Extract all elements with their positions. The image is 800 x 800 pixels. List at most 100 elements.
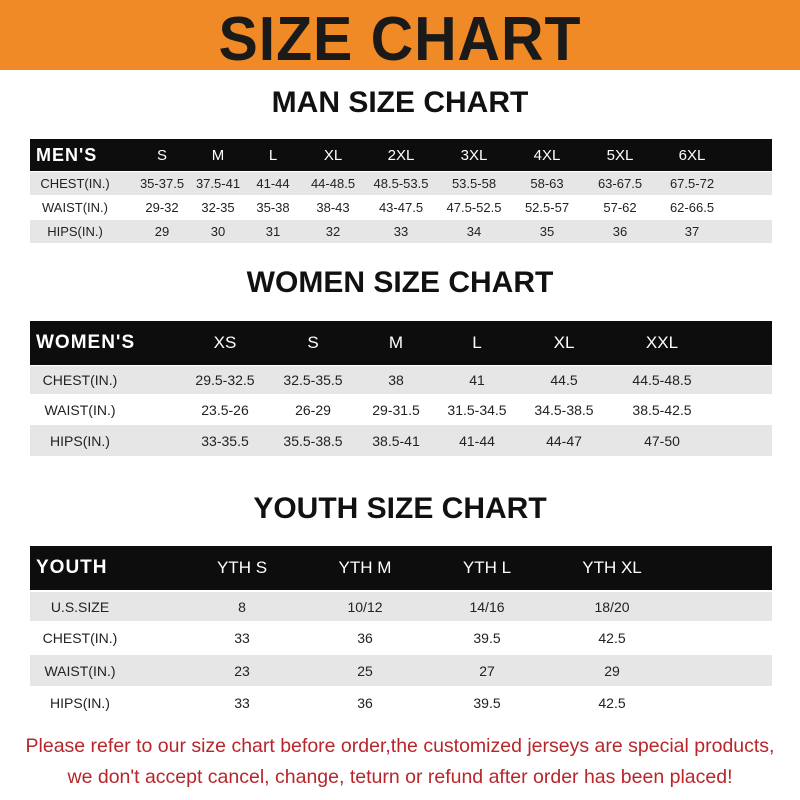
size-header: L	[268, 146, 278, 164]
measurement-cell: 23.5-26	[201, 401, 249, 418]
size-header: 2XL	[387, 146, 415, 164]
measurement-cell: 67.5-72	[669, 176, 715, 191]
measurement-cell: 38.5-42.5	[632, 401, 692, 418]
row-label: CHEST(IN.)	[42, 629, 118, 646]
measurement-cell: 39.5	[473, 694, 501, 711]
banner	[0, 0, 800, 70]
size-header: 4XL	[533, 146, 561, 164]
measurement-cell: 36	[357, 629, 373, 646]
measurement-cell: 23	[234, 662, 250, 679]
size-header: 5XL	[606, 146, 634, 164]
measurement-cell: 44.5	[550, 372, 578, 388]
size-header: YTH M	[338, 558, 392, 577]
men-header-row: MEN'S S M L XL 2XL 3XL 4XL 5XL 6XL	[30, 139, 772, 171]
measurement-cell: 35-37.5	[139, 176, 185, 191]
measurement-cell: 29.5-32.5	[195, 372, 255, 388]
measurement-cell: 53.5-58	[451, 176, 497, 191]
table-row: U.S.SIZE 8 10/12 14/16 18/20	[30, 592, 772, 621]
measurement-cell: 38-43	[316, 200, 350, 215]
measurement-cell: 48.5-53.5	[373, 176, 429, 191]
measurement-cell: 44-48.5	[310, 176, 356, 191]
men-section-title: MAN SIZE CHART	[271, 86, 529, 119]
measurement-cell: 52.5-57	[524, 200, 570, 215]
measurement-cell: 35	[539, 224, 555, 239]
size-header: YTH S	[216, 558, 268, 577]
table-row: CHEST(IN.) 35-37.5 37.5-41 41-44 44-48.5 48.5…	[30, 172, 772, 195]
measurement-cell: 27	[479, 662, 495, 679]
youth-corner-label: YOUTH	[36, 557, 108, 578]
measurement-cell: 63-67.5	[597, 176, 643, 191]
measurement-cell: 29	[154, 224, 170, 239]
women-header-row: WOMEN'S XS S M L XL XXL	[30, 321, 772, 365]
youth-section-title: YOUTH SIZE CHART	[253, 492, 547, 525]
row-label: WAIST(IN.)	[44, 401, 116, 418]
measurement-cell: 33	[234, 694, 250, 711]
row-label: CHEST(IN.)	[40, 176, 110, 191]
table-row: HIPS(IN.) 33 36 39.5 42.5	[30, 687, 772, 718]
measurement-cell: 18/20	[594, 598, 630, 615]
measurement-cell: 41-44	[256, 176, 290, 191]
table-row: CHEST(IN.) 33 36 39.5 42.5	[30, 622, 772, 653]
measurement-cell: 34.5-38.5	[534, 401, 594, 418]
row-label: HIPS(IN.)	[50, 694, 110, 711]
measurement-cell: 35.5-38.5	[283, 432, 343, 449]
size-header: YTH L	[462, 558, 512, 577]
size-header: S	[156, 146, 168, 164]
table-row: HIPS(IN.) 33-35.5 35.5-38.5 38.5-41 41-44 44-…	[30, 425, 772, 456]
measurement-cell: 44.5-48.5	[632, 372, 692, 388]
measurement-cell: 62-66.5	[669, 200, 715, 215]
measurement-cell: 29	[604, 662, 620, 679]
size-header: XS	[213, 333, 237, 352]
measurement-cell: 41	[469, 372, 485, 388]
table-row: CHEST(IN.) 29.5-32.5 32.5-35.5 38 41 44.5 44.5…	[30, 366, 772, 394]
youth-header-row: YOUTH YTH S YTH M YTH L YTH XL	[30, 546, 772, 590]
size-header: 3XL	[460, 146, 488, 164]
table-row: WAIST(IN.) 23.5-26 26-29 29-31.5 31.5-34.5 34…	[30, 394, 772, 425]
measurement-cell: 43-47.5	[378, 200, 424, 215]
measurement-cell: 14/16	[469, 598, 505, 615]
men-corner-label: MEN'S	[36, 144, 98, 165]
measurement-cell: 34	[466, 224, 482, 239]
measurement-cell: 10/12	[347, 598, 383, 615]
measurement-cell: 33	[234, 629, 250, 646]
row-label: HIPS(IN.)	[50, 432, 110, 449]
measurement-cell: 31	[265, 224, 281, 239]
size-header: YTH XL	[582, 558, 642, 577]
row-label: WAIST(IN.)	[42, 200, 108, 215]
table-row: HIPS(IN.) 29 30 31 32 33 34 35 36 37	[30, 220, 772, 243]
measurement-cell: 47.5-52.5	[446, 200, 502, 215]
measurement-cell: 8	[238, 598, 246, 615]
measurement-cell: 37	[684, 224, 700, 239]
size-header: XL	[553, 333, 575, 352]
row-label: U.S.SIZE	[50, 598, 110, 615]
notice-line-2: we don't accept cancel, change, teturn o…	[67, 766, 733, 788]
measurement-cell: 26-29	[295, 401, 331, 418]
measurement-cell: 36	[357, 694, 373, 711]
measurement-cell: 38	[388, 372, 404, 388]
measurement-cell: 41-44	[459, 432, 495, 449]
size-header: 6XL	[678, 146, 706, 164]
measurement-cell: 38.5-41	[372, 432, 420, 449]
row-label: CHEST(IN.)	[42, 372, 118, 388]
measurement-cell: 30	[210, 224, 226, 239]
measurement-cell: 42.5	[598, 629, 626, 646]
measurement-cell: 33	[393, 224, 409, 239]
table-row: WAIST(IN.) 23 25 27 29	[30, 655, 772, 686]
table-row: WAIST(IN.) 29-32 32-35 35-38 38-43 43-47.5 47.…	[30, 196, 772, 219]
size-header: S	[307, 333, 319, 352]
measurement-cell: 35-38	[256, 200, 290, 215]
notice-line-1: Please refer to our size chart before or…	[25, 735, 775, 757]
measurement-cell: 42.5	[598, 694, 626, 711]
size-header: M	[211, 146, 225, 164]
size-header: L	[472, 333, 482, 352]
women-section-title: WOMEN SIZE CHART	[246, 266, 554, 299]
measurement-cell: 32-35	[201, 200, 235, 215]
measurement-cell: 29-32	[145, 200, 179, 215]
measurement-cell: 32.5-35.5	[283, 372, 343, 388]
measurement-cell: 39.5	[473, 629, 501, 646]
women-corner-label: WOMEN'S	[36, 332, 136, 353]
measurement-cell: 29-31.5	[372, 401, 420, 418]
measurement-cell: 57-62	[603, 200, 637, 215]
measurement-cell: 47-50	[644, 432, 680, 449]
size-header: XL	[323, 146, 343, 164]
